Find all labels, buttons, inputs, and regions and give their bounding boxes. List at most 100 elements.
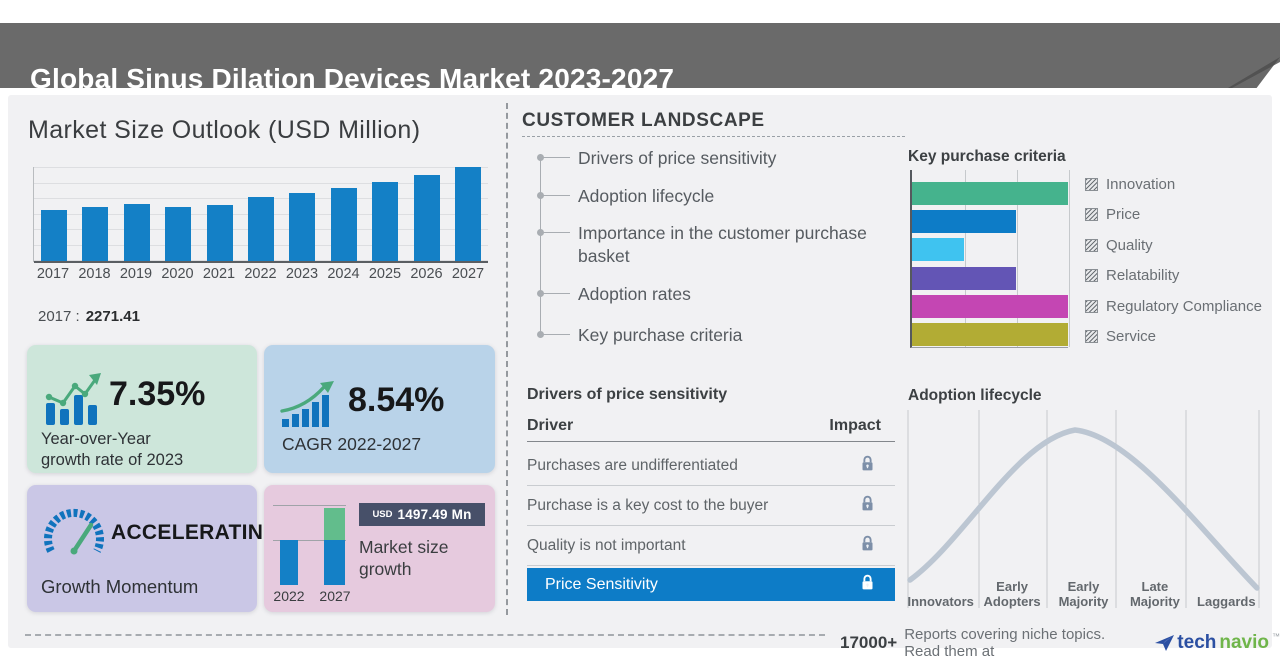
lock-icon bbox=[860, 495, 875, 517]
kpc-gridline bbox=[1069, 170, 1070, 347]
page-title: Global Sinus Dilation Devices Market 202… bbox=[30, 63, 675, 94]
kpc-legend-item: Quality bbox=[1085, 236, 1153, 254]
drivers-table-title: Drivers of price sensitivity bbox=[527, 386, 728, 403]
market-bar-2026 bbox=[413, 174, 440, 262]
legend-swatch-icon bbox=[1085, 178, 1098, 191]
kpc-legend-item: Innovation bbox=[1085, 176, 1176, 193]
market-bar-2025 bbox=[372, 182, 399, 262]
market-bar-2019 bbox=[123, 204, 150, 262]
list-connector-line bbox=[541, 232, 570, 233]
mini-bar-2022 bbox=[280, 540, 298, 585]
price-sensitivity-label: Price Sensitivity bbox=[545, 575, 658, 593]
base-year-value: 2017 : 2271.41 bbox=[38, 308, 140, 325]
market-xlabel-2022: 2022 bbox=[244, 266, 277, 282]
adoption-lifecycle-title: Adoption lifecycle bbox=[908, 387, 1042, 404]
legend-label: Price bbox=[1106, 206, 1141, 224]
kpc-bar-regulatory-compliance bbox=[912, 294, 1068, 318]
footer: 17000+ Reports covering niche topics. Re… bbox=[840, 626, 1280, 660]
speedometer-icon bbox=[44, 508, 104, 555]
kpc-bar-price bbox=[912, 210, 1016, 234]
market-bar-chart bbox=[33, 167, 488, 263]
legend-label: Regulatory Compliance bbox=[1106, 297, 1262, 315]
adoption-stage-late-majority: Late Majority bbox=[1129, 579, 1180, 610]
legend-label: Service bbox=[1106, 328, 1157, 345]
customer-landscape-item: Key purchase criteria bbox=[578, 325, 743, 345]
yoy-value: 7.35% bbox=[109, 375, 206, 413]
list-connector-dot bbox=[537, 331, 544, 338]
footer-divider bbox=[25, 634, 825, 636]
adoption-stage-laggards: Laggards bbox=[1197, 594, 1256, 610]
lock-icon bbox=[860, 535, 875, 557]
adoption-lifecycle-chart: Innovators Early Adopters Early Majority La… bbox=[905, 408, 1262, 612]
lock-icon bbox=[860, 455, 875, 477]
market-xlabel-2026: 2026 bbox=[410, 266, 443, 282]
mini-chart-midline bbox=[273, 540, 346, 541]
bar-trend-icon bbox=[45, 373, 101, 425]
kpc-bar-innovation bbox=[912, 182, 1068, 205]
list-connector-dot bbox=[537, 229, 544, 236]
driver-label: Quality is not important bbox=[527, 537, 686, 554]
impact-column-header: Impact bbox=[829, 417, 881, 434]
report-count: 17000+ bbox=[840, 633, 898, 652]
mini-chart-topline bbox=[273, 505, 346, 506]
mini-year-2027: 2027 bbox=[319, 588, 351, 604]
adoption-stage-innovators: Innovators bbox=[907, 594, 974, 610]
driver-label: Purchases are undifferentiated bbox=[527, 457, 738, 474]
list-connector-line bbox=[541, 195, 570, 196]
footer-note: Reports covering niche topics. Read them… bbox=[904, 626, 1106, 660]
brand-tech: tech bbox=[1177, 632, 1217, 653]
kpc-legend-item: Relatability bbox=[1085, 267, 1179, 284]
chart-baseline bbox=[34, 261, 488, 263]
legend-swatch-icon bbox=[1085, 330, 1098, 343]
kpc-legend-item: Service bbox=[1085, 328, 1157, 345]
customer-landscape-item: Adoption lifecycle bbox=[578, 186, 715, 206]
momentum-value: ACCELERATING bbox=[111, 521, 280, 544]
market-bar-2017 bbox=[41, 209, 67, 262]
driver-row: Quality is not important bbox=[527, 527, 895, 566]
legend-label: Innovation bbox=[1106, 176, 1176, 193]
legend-label: Quality bbox=[1106, 236, 1153, 254]
brand-navio: navio bbox=[1219, 632, 1269, 653]
list-connector-line bbox=[541, 293, 570, 294]
market-bar-2021 bbox=[206, 204, 233, 262]
mini-bar-2027-growth-segment bbox=[324, 508, 345, 540]
momentum-caption: Growth Momentum bbox=[41, 576, 199, 597]
lock-icon bbox=[860, 574, 875, 596]
technavio-logo: tech navio ™ bbox=[1155, 632, 1280, 654]
rising-bars-icon bbox=[280, 381, 334, 427]
market-xlabel-2027: 2027 bbox=[451, 266, 485, 282]
market-bar-2027 bbox=[454, 167, 481, 262]
brand-trademark: ™ bbox=[1272, 632, 1280, 641]
chart-bars bbox=[34, 167, 488, 262]
market-xlabel-2023: 2023 bbox=[285, 266, 319, 282]
market-xlabel-2020: 2020 bbox=[161, 266, 194, 282]
customer-landscape-connector bbox=[540, 154, 541, 337]
gridline bbox=[34, 167, 488, 168]
header-band: Global Sinus Dilation Devices Market 202… bbox=[0, 23, 1280, 88]
mini-bar-2027-base bbox=[324, 540, 345, 585]
legend-swatch-icon bbox=[1085, 299, 1098, 313]
price-sensitivity-row: Price Sensitivity bbox=[527, 568, 895, 601]
adoption-stage-early-adopters: Early Adopters bbox=[983, 579, 1041, 610]
market-xlabel-2024: 2024 bbox=[327, 266, 360, 282]
growth-value-badge: USD 1497.49 Mn bbox=[359, 503, 485, 526]
badge-value: 1497.49 Mn bbox=[397, 507, 472, 522]
list-connector-line bbox=[541, 334, 570, 335]
section-divider bbox=[506, 103, 508, 615]
adoption-stage-early-majority: Early Majority bbox=[1058, 579, 1109, 610]
kpc-gridline bbox=[964, 170, 966, 347]
list-connector-line bbox=[541, 157, 570, 158]
list-connector-dot bbox=[537, 154, 544, 161]
kpc-legend-item: Regulatory Compliance bbox=[1085, 297, 1262, 315]
driver-label: Purchase is a key cost to the buyer bbox=[527, 497, 769, 514]
driver-row: Purchases are undifferentiated bbox=[527, 447, 895, 486]
badge-currency: USD bbox=[372, 509, 393, 520]
list-connector-dot bbox=[537, 192, 544, 199]
base-year-label: 2017 : bbox=[38, 308, 80, 325]
market-chart-title: Market Size Outlook (USD Million) bbox=[28, 116, 421, 144]
kpc-gridline bbox=[1017, 170, 1019, 347]
base-year-number: 2271.41 bbox=[85, 308, 140, 325]
technavio-plane-icon bbox=[1155, 634, 1175, 651]
cagr-card: 8.54% CAGR 2022-2027 bbox=[264, 345, 495, 473]
